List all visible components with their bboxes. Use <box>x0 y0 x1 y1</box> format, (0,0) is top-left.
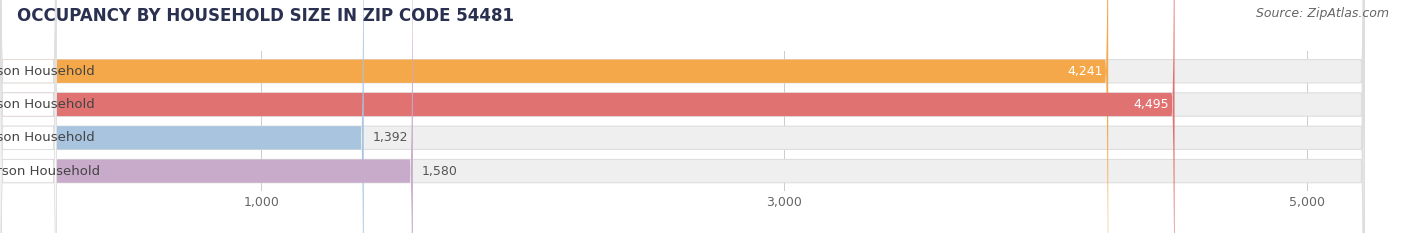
Text: 3-Person Household: 3-Person Household <box>0 131 94 144</box>
Text: Source: ZipAtlas.com: Source: ZipAtlas.com <box>1256 7 1389 20</box>
FancyBboxPatch shape <box>0 0 56 233</box>
Text: 1,392: 1,392 <box>373 131 408 144</box>
FancyBboxPatch shape <box>0 0 1364 233</box>
FancyBboxPatch shape <box>0 0 1108 233</box>
FancyBboxPatch shape <box>0 0 413 233</box>
Text: 4,495: 4,495 <box>1133 98 1170 111</box>
FancyBboxPatch shape <box>0 0 1364 233</box>
Text: 1-Person Household: 1-Person Household <box>0 65 94 78</box>
FancyBboxPatch shape <box>0 0 1174 233</box>
FancyBboxPatch shape <box>0 0 1364 233</box>
Text: 2-Person Household: 2-Person Household <box>0 98 94 111</box>
Text: 1,580: 1,580 <box>422 164 458 178</box>
Text: 4,241: 4,241 <box>1067 65 1102 78</box>
Text: 4+ Person Household: 4+ Person Household <box>0 164 100 178</box>
FancyBboxPatch shape <box>0 0 56 233</box>
FancyBboxPatch shape <box>0 0 1364 233</box>
FancyBboxPatch shape <box>0 0 56 233</box>
FancyBboxPatch shape <box>0 0 56 233</box>
FancyBboxPatch shape <box>0 0 364 233</box>
Text: OCCUPANCY BY HOUSEHOLD SIZE IN ZIP CODE 54481: OCCUPANCY BY HOUSEHOLD SIZE IN ZIP CODE … <box>17 7 513 25</box>
